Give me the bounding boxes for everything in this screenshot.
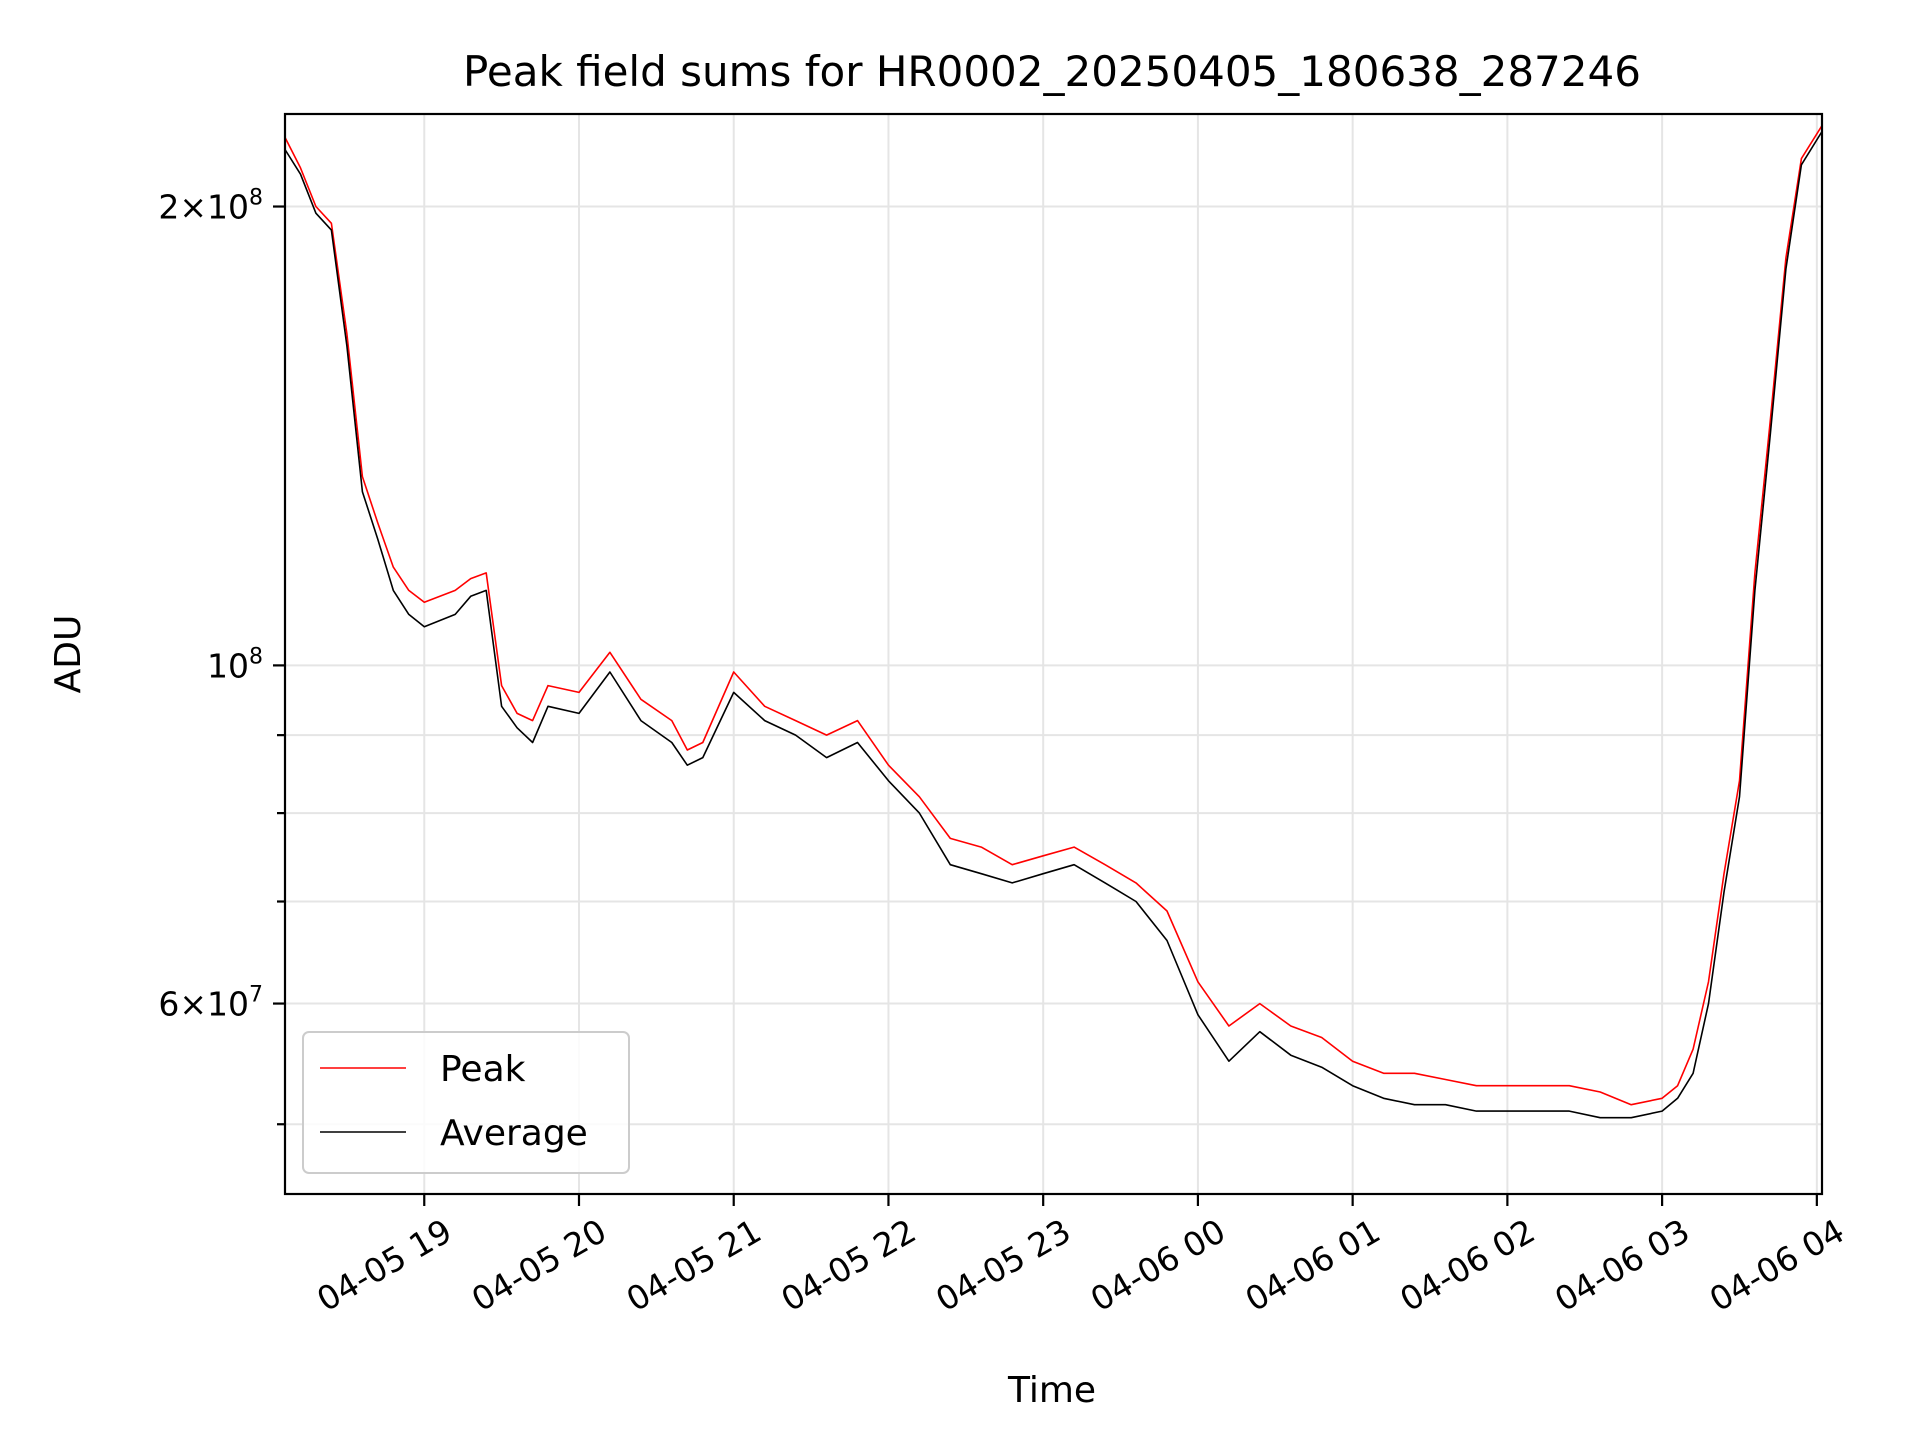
chart-title: Peak field sums for HR0002_20250405_1806…	[463, 47, 1641, 96]
y-tick-label: 6×107	[158, 983, 263, 1024]
y-tick-label: 108	[207, 644, 263, 685]
legend-peak-label: Peak	[440, 1049, 526, 1090]
y-tick-label: 2×108	[158, 186, 263, 227]
series-average-line	[284, 131, 1823, 1119]
legend-average-label: Average	[440, 1113, 588, 1154]
plot-frame	[283, 112, 1824, 1196]
series-layer	[284, 125, 1823, 1119]
y-axis-label: ADU	[48, 615, 89, 694]
series-peak-line	[284, 125, 1823, 1106]
x-axis-label: Time	[1007, 1370, 1096, 1411]
legend: Peak Average	[302, 1031, 630, 1174]
